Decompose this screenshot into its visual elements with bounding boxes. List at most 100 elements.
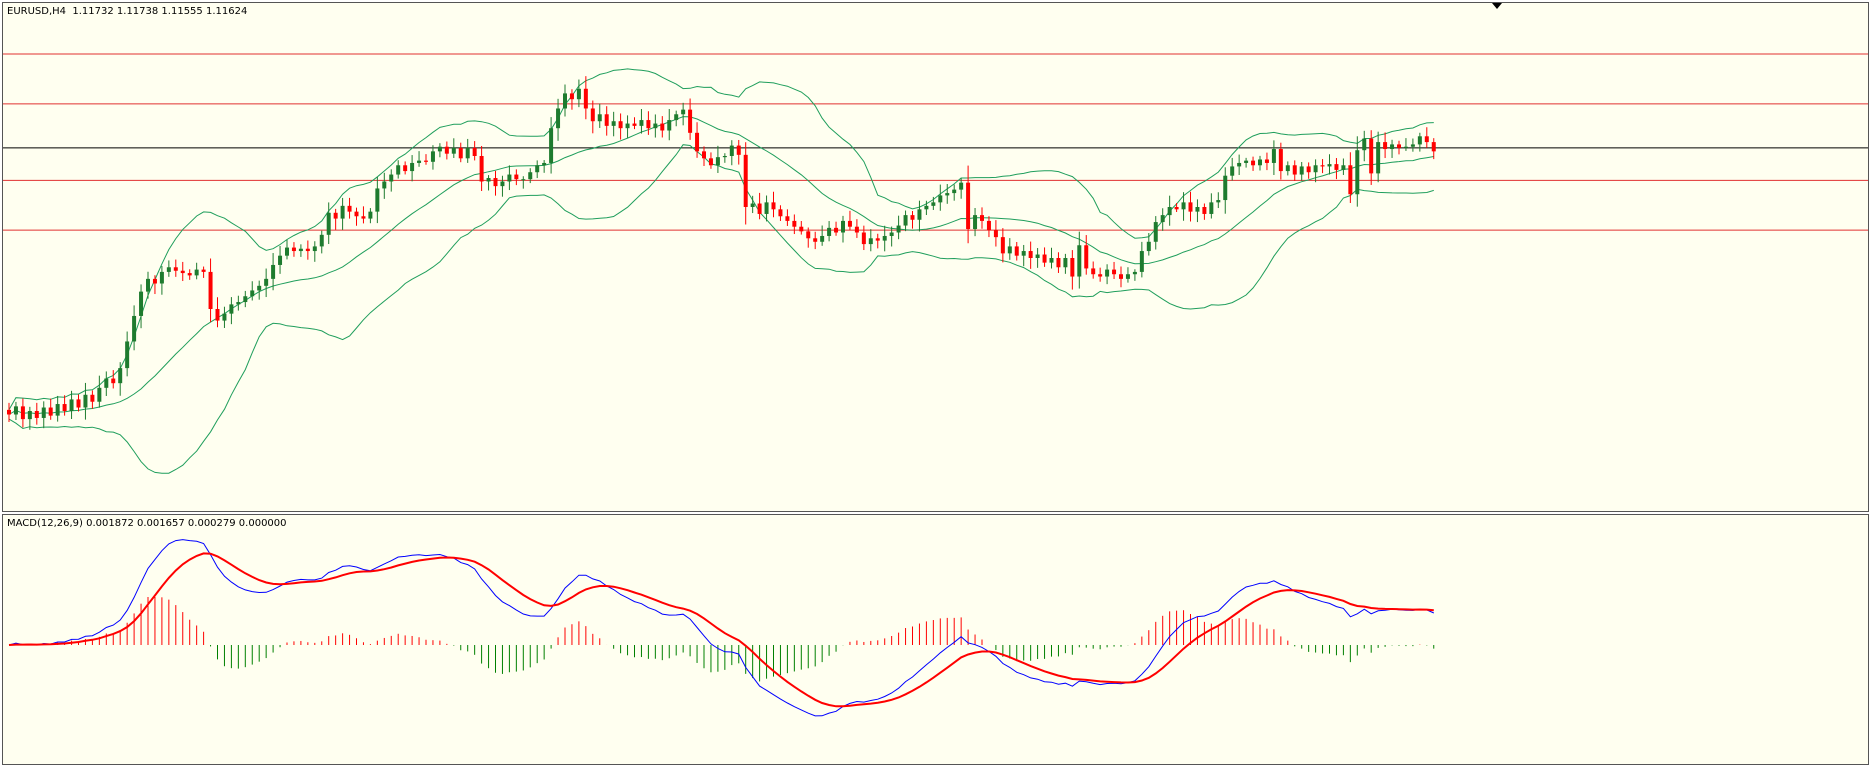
candle-body [1431,142,1436,152]
macd-caption: MACD(12,26,9) 0.001872 0.001657 0.000279… [7,518,287,529]
candle-body [1410,144,1415,147]
candle-body [1146,241,1151,252]
candle-body [201,269,206,272]
candle-body [97,387,102,402]
candle-body [34,411,39,418]
candle-body [111,378,116,384]
candle-body [583,88,588,109]
candle-body [389,174,394,182]
candle-body [1160,215,1165,223]
candle-body [139,291,144,316]
candle-body [729,145,734,156]
candle-body [1417,136,1422,145]
candle-body [173,267,178,271]
macd-chart-svg [8,539,1435,717]
candle-body [187,273,192,276]
candle-body [625,123,630,129]
candle-body [1153,222,1158,242]
macd-indicator-pane[interactable]: MACD(12,26,9) 0.001872 0.001657 0.000279… [2,514,1869,765]
candle-body [889,232,894,236]
candle-body [1195,207,1200,212]
candle-body [1042,254,1047,263]
candle-body [1112,269,1117,275]
candle-body [1424,136,1429,143]
candle-body [688,109,693,133]
candle-body [1376,142,1381,174]
candle-body [632,123,637,126]
candle-body [472,147,477,156]
candle-body [1341,165,1346,170]
candle-body [48,407,53,416]
candle-body [326,212,331,235]
candle-body [590,108,595,122]
candle-body [778,209,783,217]
candle-body [90,394,95,402]
candle-body [1188,202,1193,212]
price-chart-pane[interactable]: EURUSD,H4 1.11732 1.11738 1.11555 1.1162… [2,2,1869,512]
candle-body [813,238,818,242]
candle-body [333,212,338,219]
candle-body [1139,251,1144,272]
candle-body [604,114,609,126]
candle-body [132,315,137,342]
candle-body [1132,271,1137,275]
candle-body [556,108,561,129]
candle-body [1098,274,1103,277]
candle-body [159,271,164,284]
candle-body [1077,245,1082,277]
candle-body [7,409,11,415]
candle-body [563,93,567,109]
candle-body [305,248,310,252]
chart-shift-marker-icon[interactable] [1492,3,1502,9]
candle-body [27,411,32,420]
candle-body [1070,258,1075,277]
candle-body [861,232,866,245]
candle-body [1174,207,1179,210]
candle-body [896,225,901,233]
candle-body [917,209,922,220]
candle-body [257,285,262,291]
candle-body [1125,274,1130,279]
candle-body [1216,200,1221,203]
candle-body [993,230,998,238]
candle-body [215,309,220,321]
candle-body [208,271,213,309]
candle-body [1355,150,1360,195]
candle-body [1362,138,1367,151]
candle-body [952,189,957,194]
candle-body [298,248,303,252]
candle-body [771,202,776,210]
candle-body [903,215,908,226]
candle-body [1264,159,1269,163]
candle-body [1327,164,1332,167]
candle-body [76,399,81,408]
candle-body [444,146,449,154]
candle-body [236,302,241,305]
bollinger-middle-line [8,116,1434,415]
candle-body [1285,165,1290,172]
candle-body [764,202,769,214]
candle-body [417,160,422,163]
candle-body [278,255,283,265]
candle-body [361,216,366,219]
candle-body [1167,207,1172,216]
candle-body [62,404,67,411]
candle-body [1119,274,1123,279]
candle-body [1390,144,1395,150]
candle-body [576,88,581,100]
candle-body [847,220,852,227]
candle-body [1035,254,1040,258]
candle-body [618,121,623,129]
macd-signal-line [8,552,1434,708]
candle-body [1021,251,1026,256]
candle-body [750,203,755,207]
candle-body [966,182,971,230]
candle-body [104,378,109,388]
candle-body [1348,165,1353,195]
price-chart-svg [3,53,1868,474]
candle-body [702,151,706,159]
candle-body [1313,165,1318,173]
candle-body [660,123,665,131]
candle-body [1063,258,1068,268]
candle-body [514,174,519,180]
